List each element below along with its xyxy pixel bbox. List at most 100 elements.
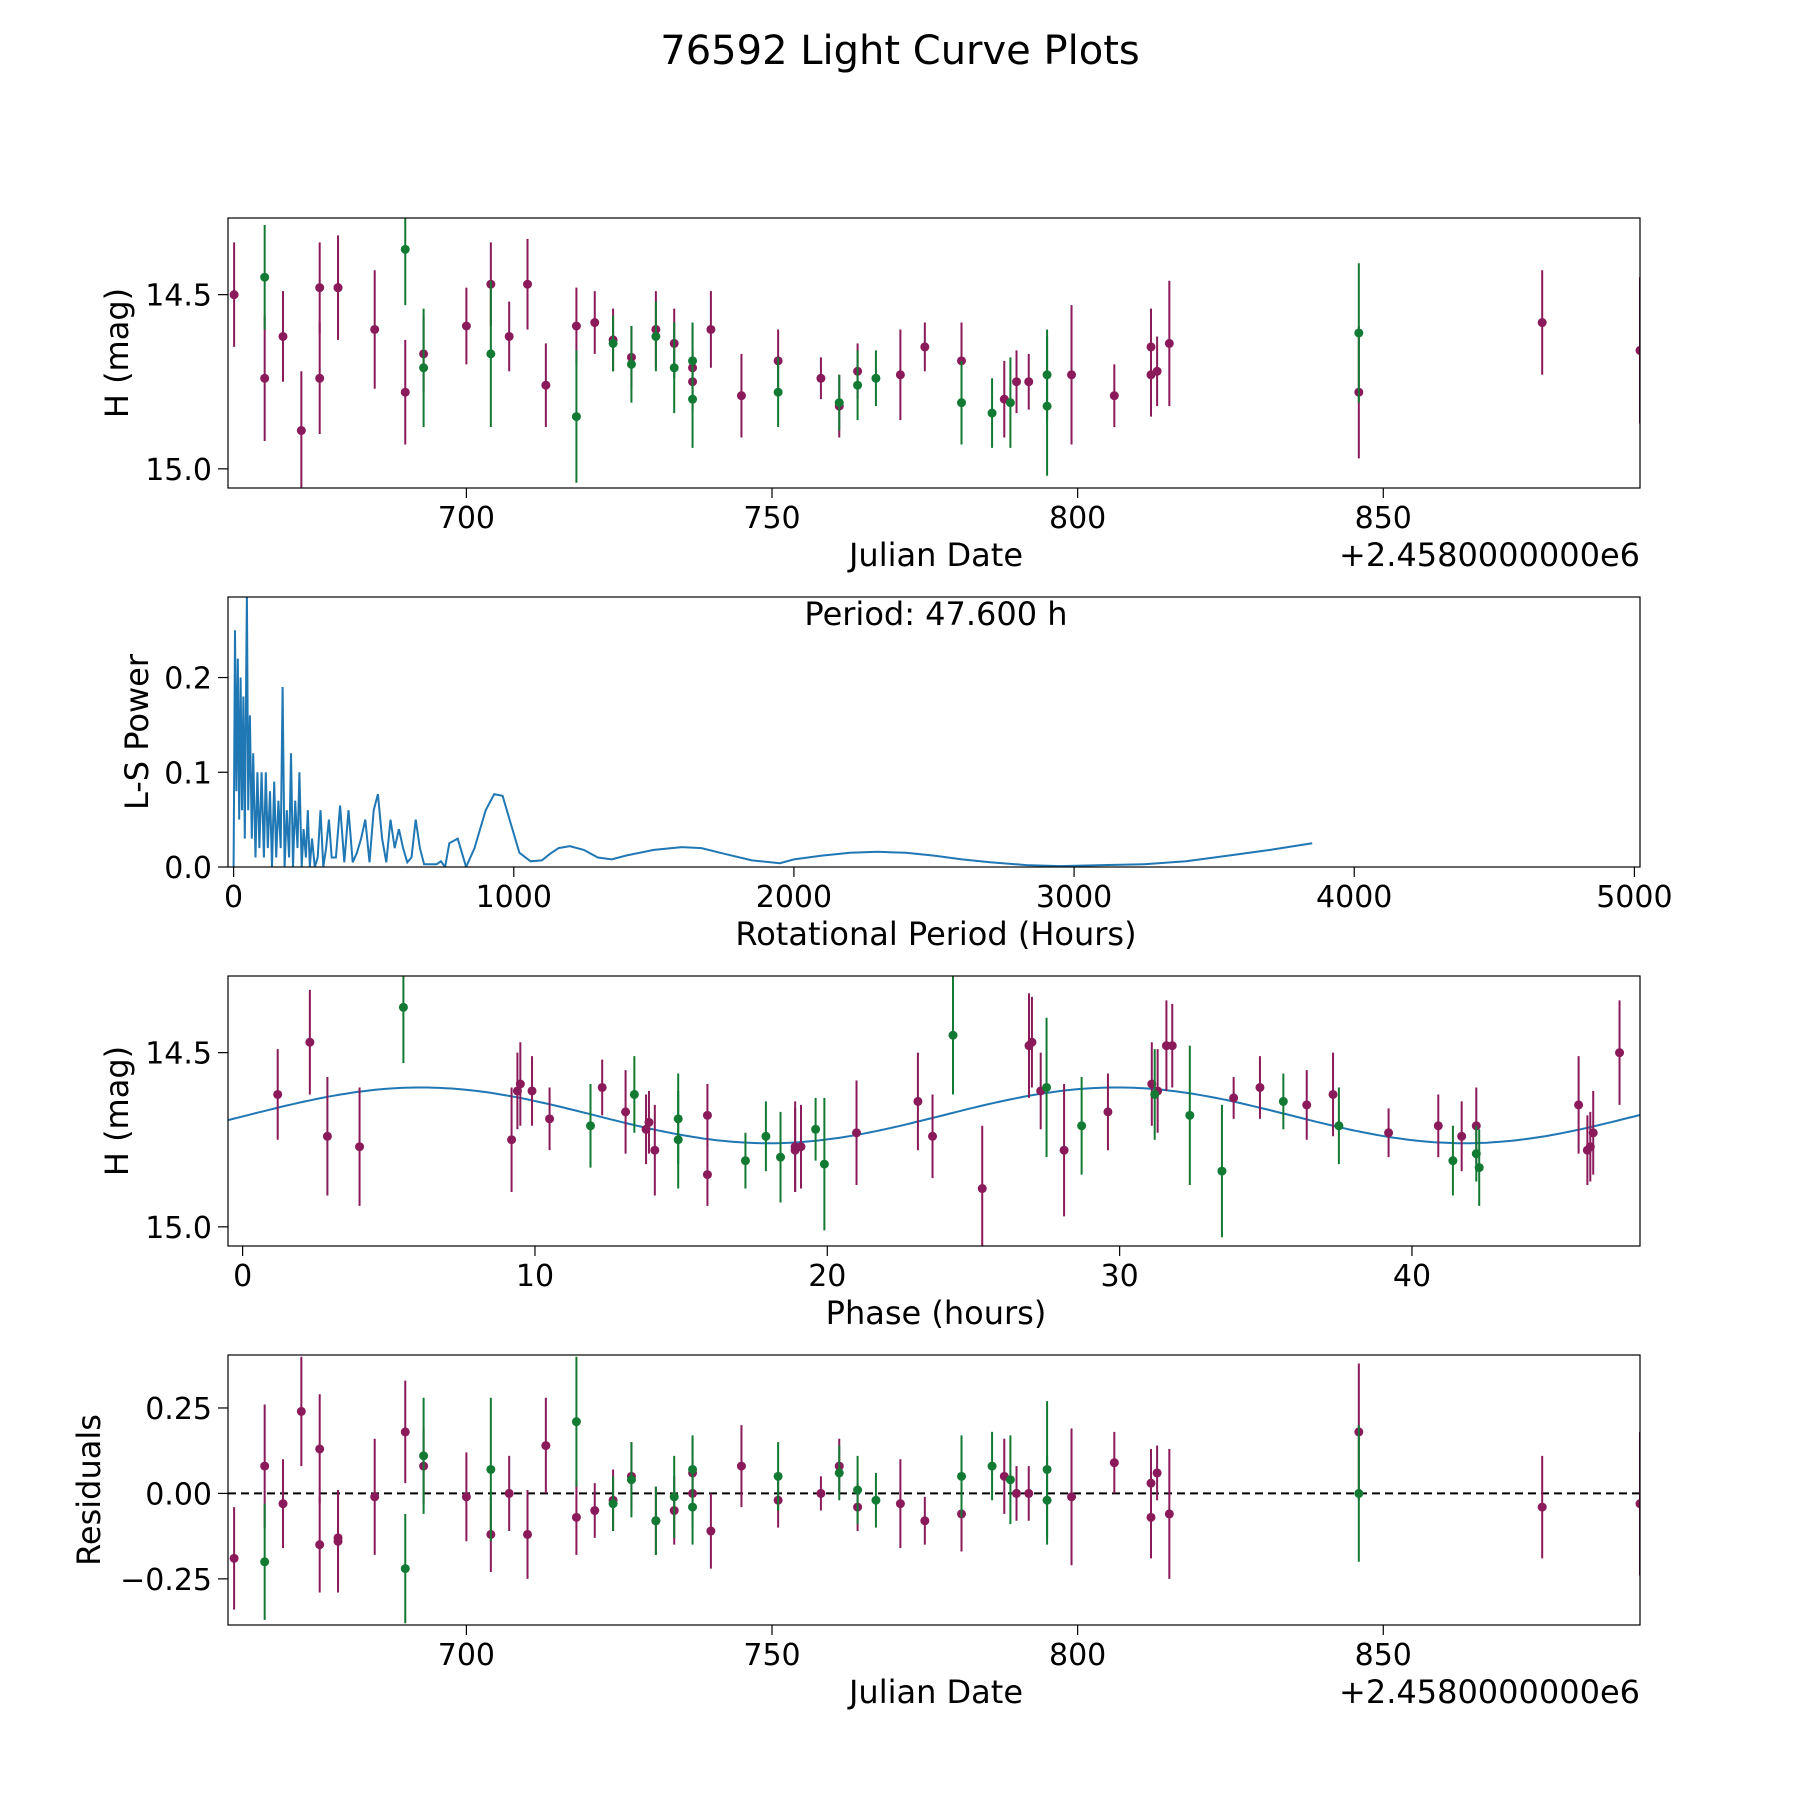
data-point [913, 1096, 923, 1106]
data-point [834, 1468, 844, 1478]
data-point [400, 1427, 410, 1437]
data-point [1588, 1128, 1598, 1138]
data-point [545, 1114, 555, 1124]
data-point [507, 1135, 517, 1145]
data-point [706, 324, 716, 334]
data-point [650, 1145, 660, 1155]
data-point [315, 1444, 325, 1454]
data-point [773, 1471, 783, 1481]
data-point [1635, 1499, 1640, 1509]
x-tick-label: 5000 [1596, 880, 1672, 915]
phased-series-green [398, 976, 1484, 1238]
x-tick-label: 1000 [476, 880, 552, 915]
data-point [1103, 1107, 1113, 1117]
data-point [928, 1131, 938, 1141]
data-point [626, 1475, 636, 1485]
data-point [315, 283, 325, 293]
x-tick-label: 0 [224, 880, 243, 915]
data-point [1012, 1488, 1022, 1498]
data-point [1457, 1131, 1467, 1141]
data-point [1433, 1121, 1443, 1131]
lightcurve-panel: 700 750 800 850 14.5 15.0 Julian Date H (mag) +2… [98, 217, 1641, 574]
data-point [673, 1135, 683, 1145]
data-point [688, 1502, 698, 1512]
data-point [515, 1079, 525, 1089]
data-point [370, 324, 380, 334]
data-point [1024, 377, 1034, 387]
data-point [957, 1471, 967, 1481]
lightcurve-x-axis-label: Julian Date [847, 536, 1023, 574]
data-point [1152, 366, 1162, 376]
data-point [740, 1156, 750, 1166]
data-point [834, 398, 844, 408]
data-point [333, 1533, 343, 1543]
data-point [400, 1564, 410, 1574]
data-point [260, 1557, 270, 1567]
data-point [669, 363, 679, 373]
data-point [1217, 1166, 1227, 1176]
data-point [1067, 1492, 1077, 1502]
data-point [486, 349, 496, 359]
data-point [523, 279, 533, 289]
lightcurve-offset-label: +2.4580000000e6 [1339, 536, 1640, 574]
data-point [296, 426, 306, 436]
data-point [1027, 1037, 1037, 1047]
data-point [1042, 1495, 1052, 1505]
data-point [1059, 1145, 1069, 1155]
data-point [1474, 1163, 1484, 1173]
data-point [761, 1131, 771, 1141]
y-tick-label: 15.0 [145, 1211, 212, 1246]
data-point [948, 1030, 958, 1040]
data-point [1302, 1100, 1312, 1110]
data-point [629, 1089, 639, 1099]
data-point [273, 1089, 283, 1099]
data-point [1334, 1121, 1344, 1131]
period-annotation: Period: 47.600 h [804, 595, 1067, 633]
data-point [811, 1124, 821, 1134]
x-tick-label: 3000 [1036, 880, 1112, 915]
y-tick-label: 0.0 [164, 851, 212, 886]
data-point [1354, 1488, 1364, 1498]
data-point [1278, 1096, 1288, 1106]
data-point [608, 1499, 618, 1509]
lightcurve-series-magenta [229, 235, 1640, 488]
data-point [1167, 1041, 1177, 1051]
phased-y-axis-label: H (mag) [98, 1046, 136, 1176]
data-point [400, 244, 410, 254]
data-point [260, 1461, 270, 1471]
data-point [702, 1170, 712, 1180]
x-tick-label: 0 [233, 1259, 252, 1294]
data-point [852, 1128, 862, 1138]
data-point [895, 370, 905, 380]
x-tick-label: 700 [438, 1638, 495, 1673]
x-tick-label: 750 [743, 501, 800, 536]
data-point [1328, 1089, 1338, 1099]
phased-x-axis-label: Phase (hours) [826, 1294, 1047, 1332]
data-point [1537, 318, 1547, 328]
data-point [1164, 1509, 1174, 1519]
residuals-panel: 700 750 800 850 0.25 0.00 −0.25 Julian Date Resi… [70, 1354, 1641, 1711]
data-point [644, 1117, 654, 1127]
data-point [590, 318, 600, 328]
data-point [419, 363, 429, 373]
data-point [315, 373, 325, 383]
periodogram-panel: 0 1000 2000 3000 4000 5000 0.0 0.1 0.2 Rotational… [118, 595, 1673, 953]
data-point [736, 391, 746, 401]
phased-plot-area [228, 976, 1640, 1246]
periodogram-x-axis-label: Rotational Period (Hours) [735, 915, 1136, 953]
lightcurve-plot-area [229, 218, 1640, 488]
figure-title: 76592 Light Curve Plots [660, 28, 1140, 74]
data-point [322, 1131, 332, 1141]
data-point [296, 1406, 306, 1416]
data-point [1448, 1156, 1458, 1166]
y-tick-label: 0.00 [145, 1477, 212, 1512]
residuals-series-magenta [229, 1356, 1640, 1610]
data-point [816, 373, 826, 383]
data-point [1150, 1089, 1160, 1099]
periodogram-frame [227, 596, 1641, 868]
data-point [853, 1485, 863, 1495]
data-point [977, 1184, 987, 1194]
data-point [1255, 1082, 1265, 1092]
data-point [260, 272, 270, 282]
x-tick-label: 800 [1049, 1638, 1106, 1673]
